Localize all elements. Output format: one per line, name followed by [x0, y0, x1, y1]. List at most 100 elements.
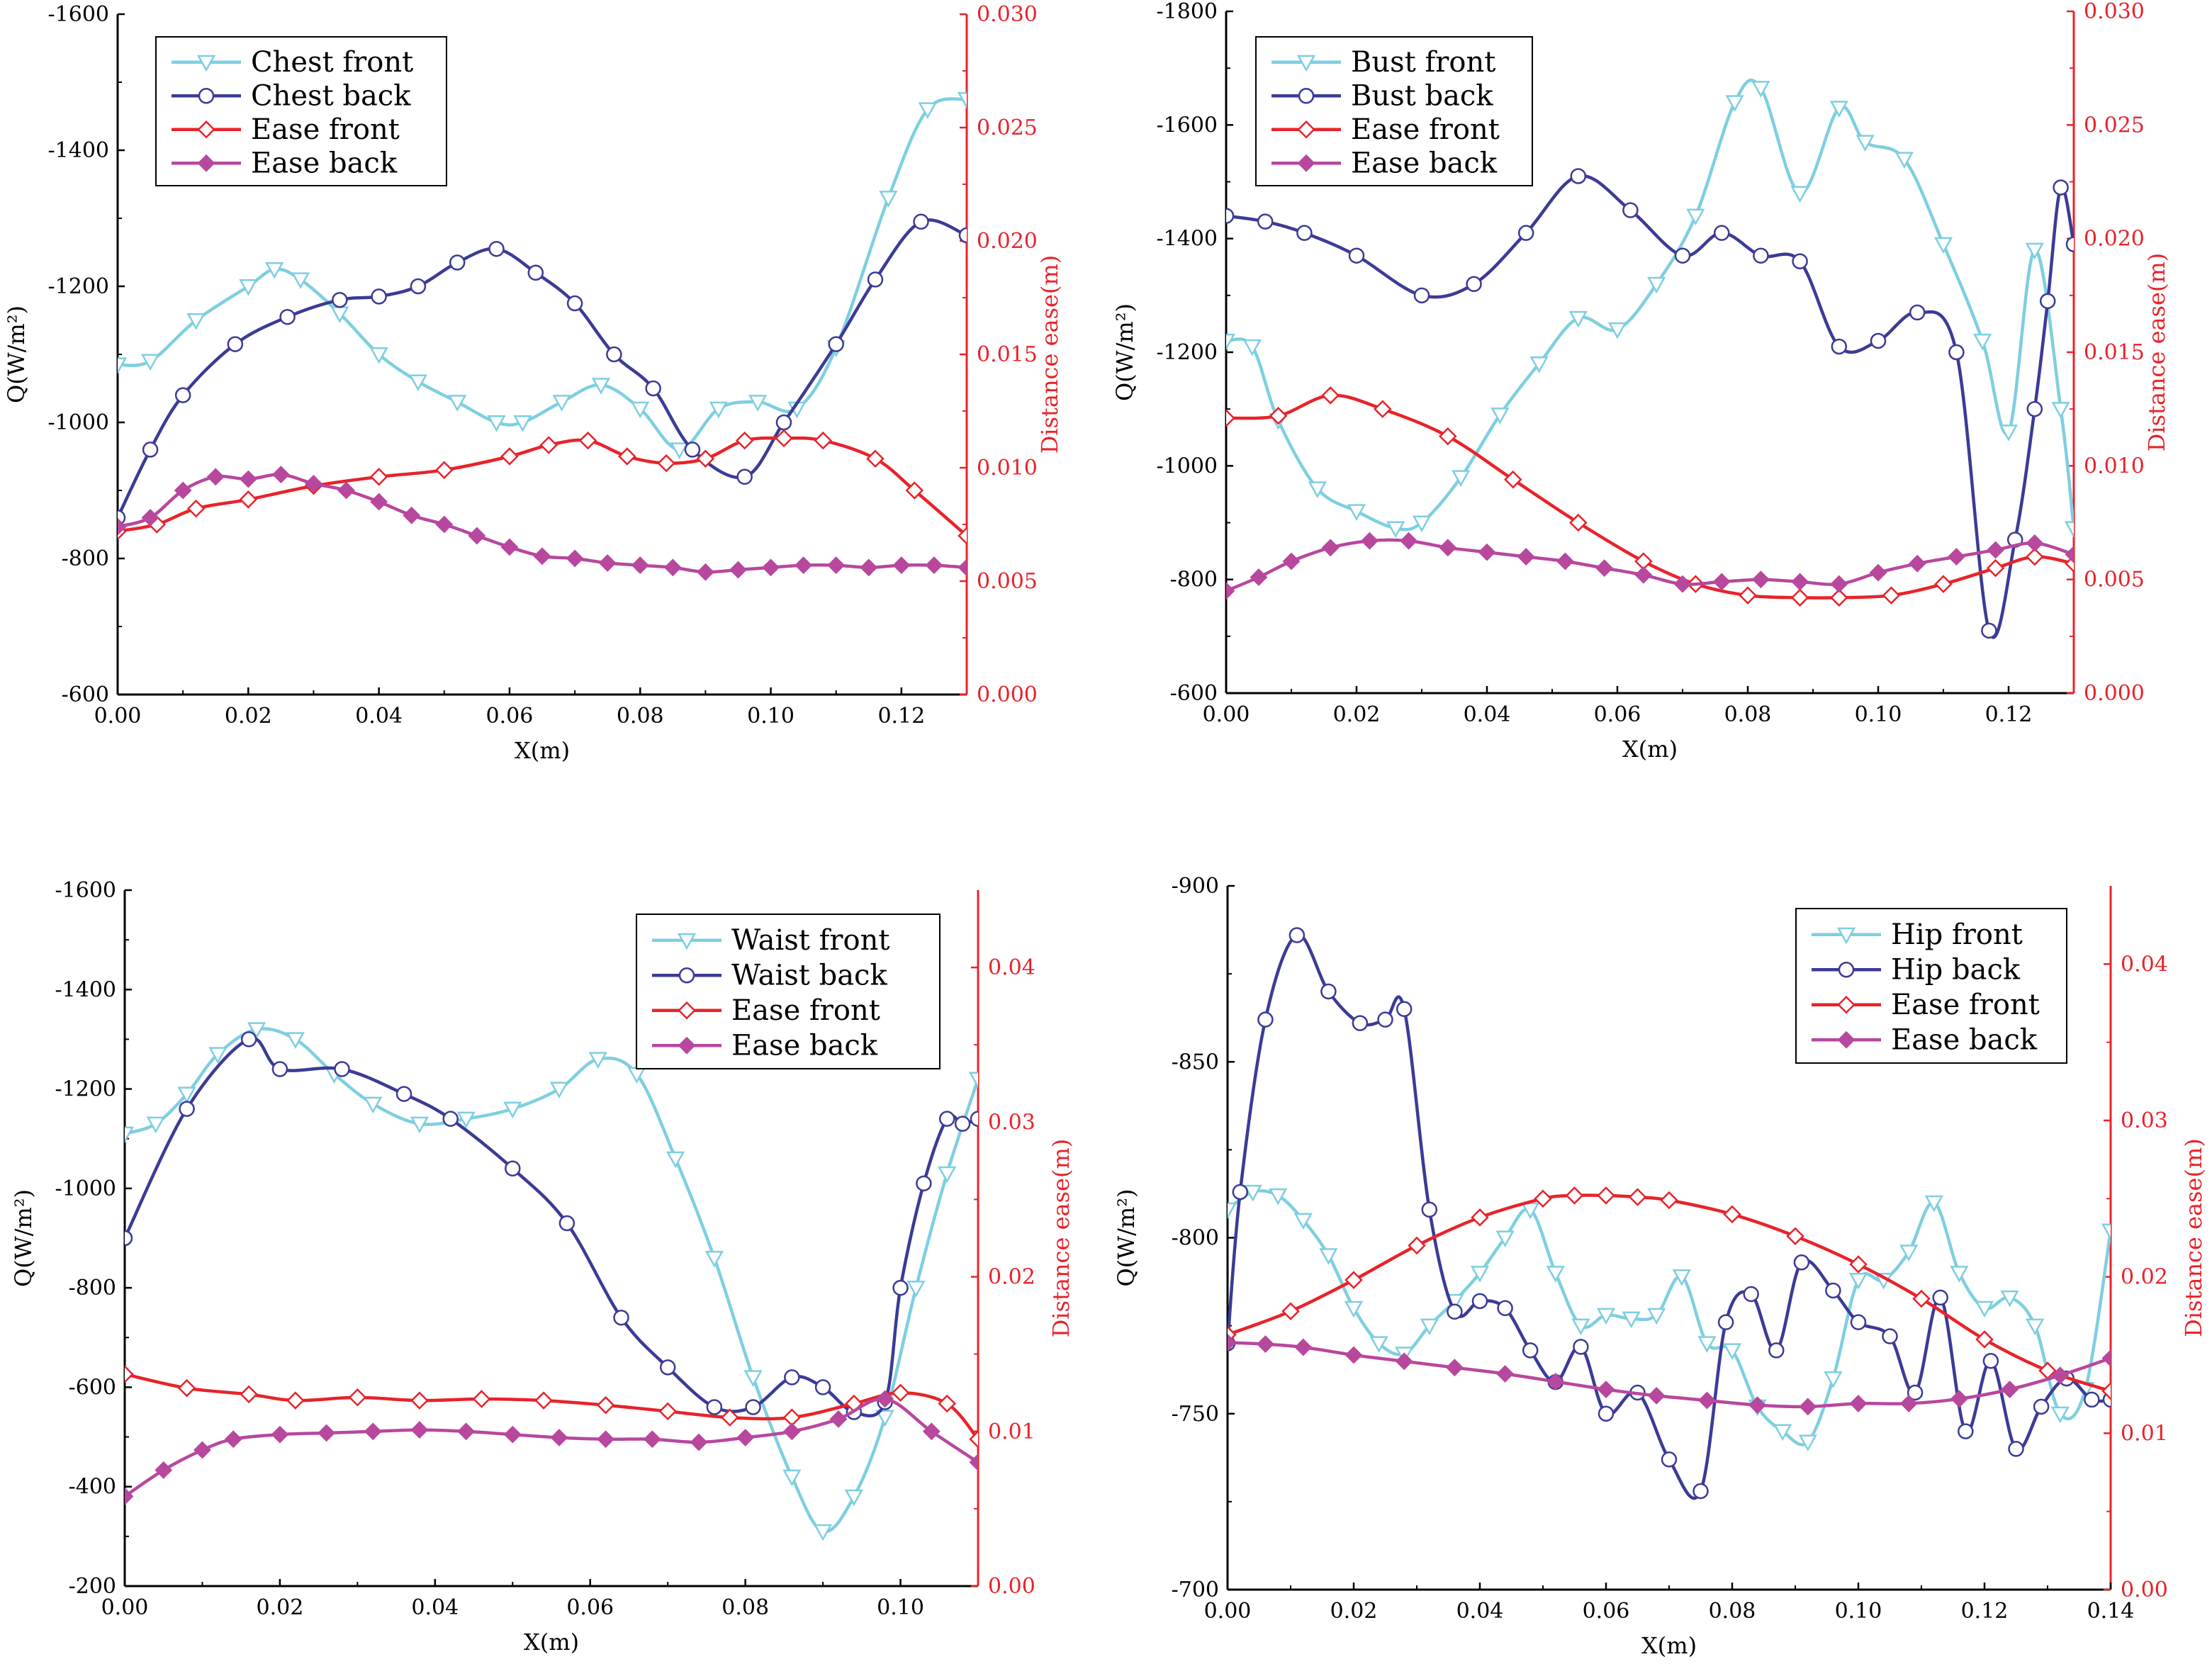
legend-item-label: Bust back [1351, 79, 1493, 112]
y-tick-label: -1800 [1157, 0, 1218, 24]
legend-item-label: Chest front [251, 46, 413, 79]
data-point [186, 499, 206, 518]
data-point [597, 1430, 615, 1449]
data-point [1281, 1302, 1300, 1320]
data-point [1686, 208, 1705, 226]
data-point [1447, 1303, 1463, 1320]
series-bust-back [1226, 168, 2074, 639]
data-point [468, 527, 486, 545]
data-point [954, 1116, 971, 1132]
y2-axis-label: Distance ease(m) [1048, 1139, 1074, 1338]
series-waist-back [125, 1031, 978, 1420]
data-point [1228, 1333, 1237, 1352]
data-point [305, 474, 322, 493]
y2-tick-label: 0.010 [2084, 454, 2145, 478]
data-point [503, 1425, 522, 1444]
data-point [369, 468, 388, 486]
y2-tick-label: 0.030 [977, 2, 1038, 27]
data-point [876, 1390, 894, 1408]
data-point [1882, 1328, 1898, 1344]
data-point [410, 1391, 429, 1410]
data-point [2101, 1381, 2111, 1400]
data-point [1924, 1195, 1943, 1213]
data-point [125, 1126, 135, 1144]
y-tick-label: -1000 [55, 1176, 116, 1201]
data-point [2065, 236, 2074, 252]
data-point [1660, 1191, 1678, 1210]
data-point [969, 1429, 978, 1449]
data-point [174, 387, 191, 403]
data-point [174, 481, 192, 500]
data-point [1257, 1011, 1274, 1028]
data-point [370, 493, 388, 511]
data-point [2064, 521, 2074, 539]
data-point [1933, 237, 1953, 254]
data-point [1672, 1269, 1691, 1286]
data-point [500, 538, 519, 556]
y-tick-label: -200 [69, 1574, 116, 1599]
data-point [596, 1395, 615, 1415]
data-point [916, 1175, 932, 1192]
y-tick-label: -600 [69, 1375, 116, 1400]
data-point [1320, 983, 1337, 1000]
data-point [442, 1111, 459, 1127]
data-point [1496, 1365, 1515, 1383]
series-line [125, 1372, 978, 1441]
data-point [657, 454, 675, 473]
data-point [1420, 1318, 1439, 1336]
data-point [1692, 1483, 1709, 1500]
data-point [141, 508, 159, 527]
y2-tick-label: 0.000 [2084, 681, 2145, 706]
data-point [1565, 1186, 1584, 1205]
data-point [938, 1394, 956, 1413]
data-point [578, 431, 597, 450]
data-point [1850, 1314, 1867, 1330]
y2-tick-label: 0.010 [977, 456, 1038, 481]
data-point [969, 1454, 978, 1471]
data-point [1344, 1300, 1364, 1318]
data-point [1748, 1396, 1767, 1415]
data-point [118, 517, 127, 536]
y-tick-label: -800 [1170, 568, 1218, 592]
data-point [2008, 1441, 2024, 1457]
plot-area [118, 91, 967, 581]
data-point [193, 1441, 211, 1459]
data-point [1242, 339, 1262, 356]
series-ease-front [125, 1365, 978, 1449]
chart-bust: 0.00 0.02 0.04 0.06 0.08 0.10 0.12 -600 -800 -100… [1111, 0, 2170, 763]
data-point [1546, 1266, 1565, 1283]
data-point [449, 254, 466, 271]
data-point [957, 91, 967, 109]
y2-tick-label: 0.025 [2084, 113, 2145, 137]
y-tick-label: -750 [1172, 1402, 1219, 1427]
data-point [125, 1230, 133, 1247]
data-point [435, 461, 454, 479]
data-point [186, 313, 206, 330]
data-point [2000, 1290, 2019, 1308]
data-point [271, 466, 290, 484]
data-point [2101, 1349, 2111, 1367]
y-tick-label: -600 [62, 682, 109, 707]
data-point [1308, 481, 1327, 498]
data-point [1981, 622, 1997, 639]
data-point [1570, 168, 1587, 184]
legend-item-label: Waist front [731, 924, 889, 957]
series-line [1228, 1189, 2111, 1446]
data-point [500, 447, 519, 466]
data-point [618, 447, 636, 466]
data-point [1849, 1255, 1868, 1274]
x-axis-label: X(m) [1622, 736, 1678, 763]
y-tick-label: -1600 [1157, 113, 1218, 137]
data-point [918, 102, 937, 119]
y2-tick-label: 0.01 [988, 1420, 1035, 1444]
data-point [1452, 470, 1471, 487]
data-point [645, 380, 661, 397]
data-point [606, 346, 622, 363]
x-axis-label: X(m) [1641, 1632, 1697, 1659]
legend-marker [1298, 88, 1315, 104]
data-point [1269, 407, 1288, 425]
data-point [1909, 304, 1926, 321]
data-point [2001, 1381, 2019, 1398]
legend-item-label: Bust front [1351, 46, 1495, 79]
x-tick-label: 0.04 [411, 1595, 459, 1620]
